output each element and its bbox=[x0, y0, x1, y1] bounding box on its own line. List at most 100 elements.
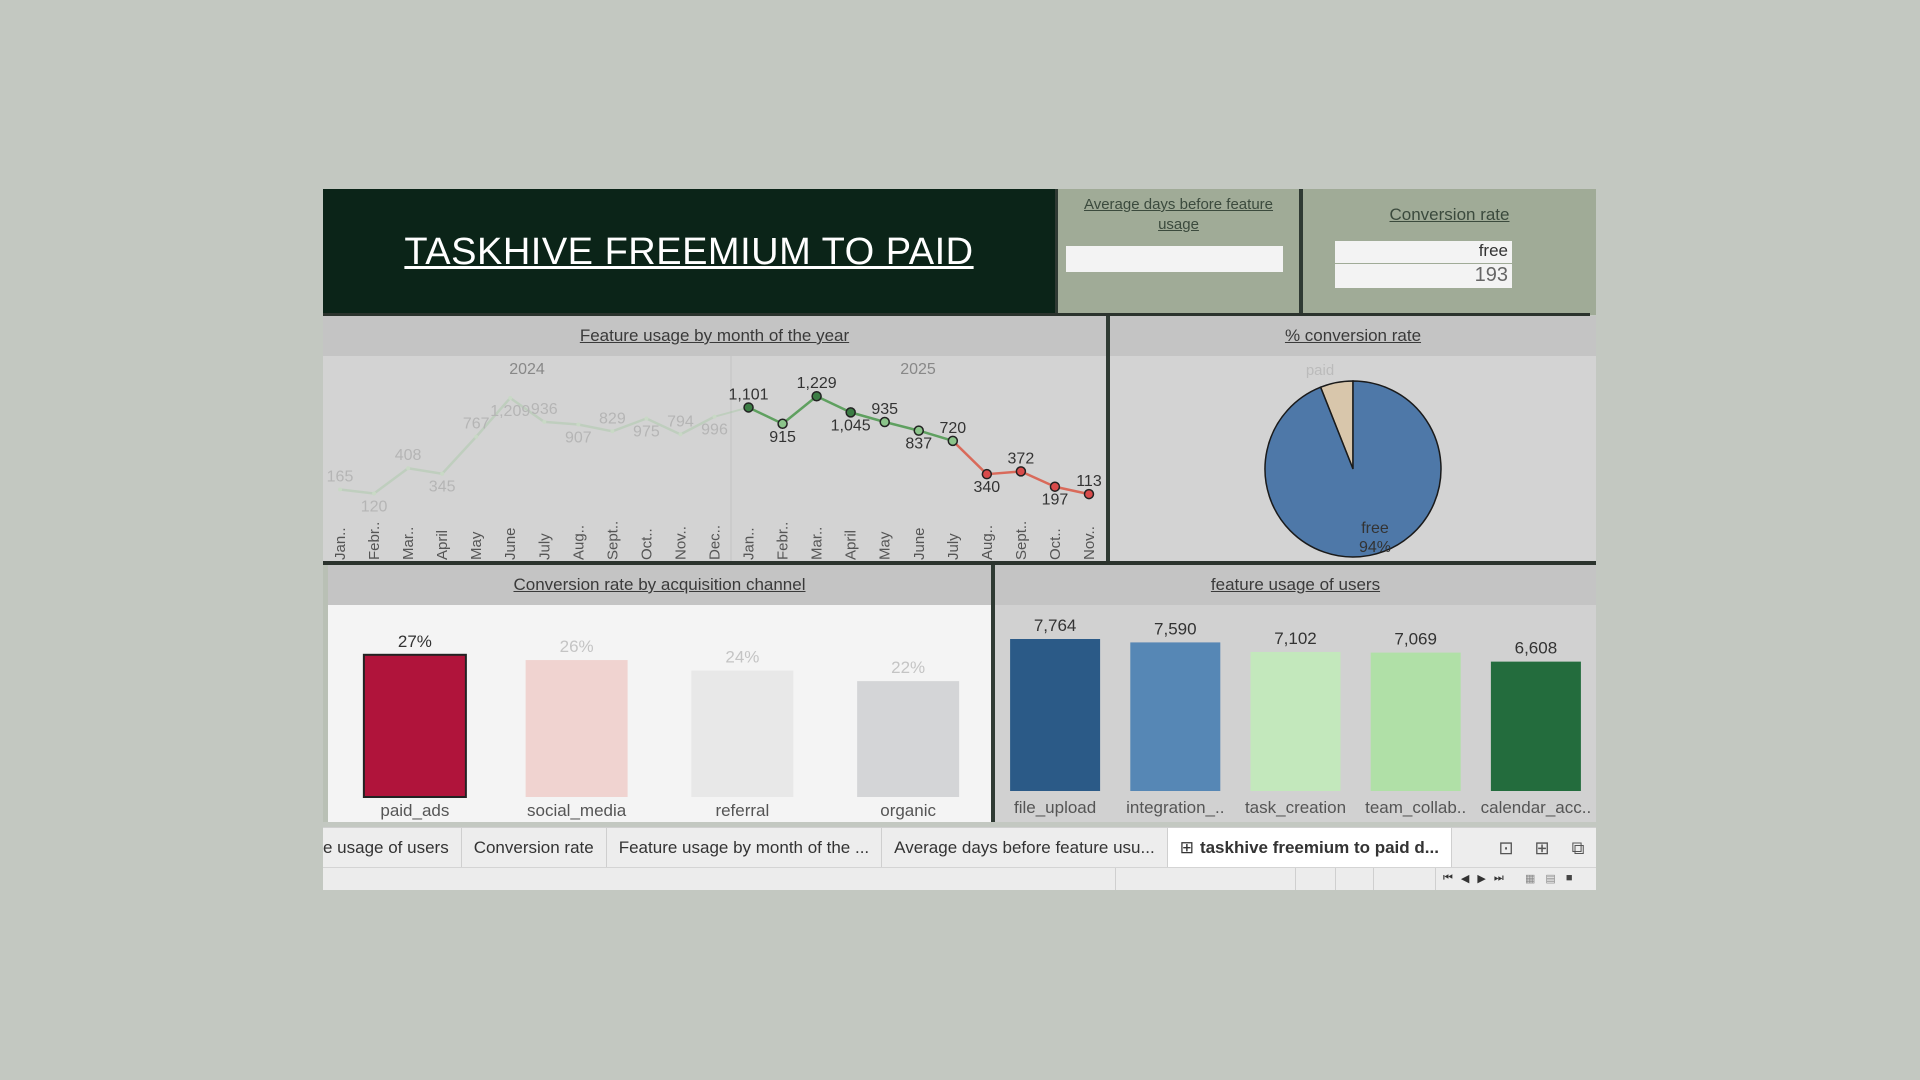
tab-label: taskhive freemium to paid d... bbox=[1199, 838, 1439, 857]
data-point bbox=[845, 407, 856, 418]
year-label: 2025 bbox=[900, 361, 936, 378]
middle-separator bbox=[323, 561, 1596, 565]
month-tick-label: Mar.. bbox=[400, 527, 417, 560]
feature-bar-panel: feature usage of users 7,764 file_upload 7… bbox=[995, 565, 1596, 822]
kpi-avg-days-value-box bbox=[1066, 246, 1283, 272]
new-worksheet-icon[interactable]: ⊡ bbox=[1498, 837, 1514, 858]
series-line-segment bbox=[679, 415, 716, 436]
data-point bbox=[576, 422, 581, 427]
data-label: 794 bbox=[667, 413, 694, 430]
series-line-segment bbox=[509, 396, 546, 423]
month-tick-label: Febr.. bbox=[775, 522, 792, 560]
dashboard-grid-icon: ⊞ bbox=[1179, 838, 1194, 857]
bar-category-label: calendar_acc.. bbox=[1481, 798, 1592, 817]
tab-label: Average days before feature usu... bbox=[894, 838, 1155, 857]
series-line-segment bbox=[918, 429, 954, 443]
feature-bar-title: feature usage of users bbox=[995, 565, 1596, 605]
data-label: 1,209 bbox=[490, 403, 530, 420]
series-line-segment bbox=[986, 470, 1021, 476]
month-tick-label: July bbox=[945, 533, 962, 560]
series-line-segment bbox=[475, 397, 512, 438]
tab-label: Conversion rate bbox=[473, 838, 594, 857]
data-label: 120 bbox=[361, 498, 388, 515]
month-tick-label: May bbox=[877, 531, 894, 560]
month-tick-label: May bbox=[468, 531, 485, 560]
previous-sheet-icon[interactable]: ◀ bbox=[1460, 873, 1470, 885]
data-point bbox=[338, 487, 343, 492]
data-label: 915 bbox=[769, 429, 796, 446]
kpi-conversion-value: 193 bbox=[1335, 264, 1512, 288]
month-tick-label: Oct.. bbox=[1047, 528, 1064, 560]
series-line-segment bbox=[781, 395, 818, 425]
data-label: 837 bbox=[905, 436, 932, 453]
filmstrip-view-icon[interactable]: ▤ bbox=[1545, 873, 1556, 885]
data-label: 113 bbox=[1076, 473, 1102, 490]
tabs-view-icon[interactable]: ■ bbox=[1565, 872, 1573, 884]
line-chart-panel: Feature usage by month of the year 2024 2… bbox=[323, 316, 1110, 563]
tab-feature-usage-by-month[interactable]: Feature usage by month of the ... bbox=[607, 828, 883, 868]
channel-bar-chart: 27% paid_ads 26% social_media 24% referral 22%… bbox=[362, 632, 960, 820]
first-sheet-icon[interactable]: ⏮ bbox=[1443, 872, 1453, 884]
data-point bbox=[1083, 488, 1095, 500]
tab-taskhive-dashboard[interactable]: ⊞ taskhive freemium to paid d... bbox=[1167, 828, 1452, 868]
next-sheet-icon[interactable]: ▶ bbox=[1477, 873, 1486, 885]
series-line-segment bbox=[1020, 470, 1056, 488]
tab-label: Feature usage by month of the ... bbox=[618, 838, 870, 857]
bar-task_creation bbox=[1250, 651, 1341, 791]
data-point bbox=[1015, 466, 1027, 477]
channel-bar-panel: Conversion rate by acquisition channel 2… bbox=[323, 565, 995, 822]
bar-integration_ bbox=[1130, 642, 1221, 791]
month-tick-label: Dec.. bbox=[707, 525, 724, 560]
bar-file_upload bbox=[1010, 639, 1101, 791]
kpi-conversion-category: free bbox=[1335, 241, 1512, 263]
data-label: 408 bbox=[395, 447, 422, 464]
bar-value-label: 7,590 bbox=[1154, 619, 1197, 638]
series-line-segment bbox=[373, 467, 409, 495]
pie-slice-free bbox=[1264, 380, 1442, 558]
last-sheet-icon[interactable]: ⏭ bbox=[1493, 872, 1504, 884]
series-line-segment bbox=[544, 420, 579, 426]
tab-average-days[interactable]: Average days before feature usu... bbox=[882, 828, 1168, 868]
status-bar: ⏮ ◀ ▶ ⏭ ▦ ▤ ■ bbox=[323, 867, 1596, 890]
data-point bbox=[743, 402, 754, 413]
series-line-segment bbox=[407, 466, 443, 475]
bar-value-label: 27% bbox=[398, 632, 432, 651]
bar-value-label: 26% bbox=[560, 637, 594, 656]
series-line-segment bbox=[578, 423, 613, 433]
data-point bbox=[644, 416, 649, 421]
data-point bbox=[372, 491, 377, 496]
tab-conversion-rate[interactable]: Conversion rate bbox=[462, 828, 607, 868]
kpi-avg-days-panel: Average days before feature usage bbox=[1058, 189, 1303, 315]
month-tick-label: Jan.. bbox=[332, 527, 349, 560]
data-label: 935 bbox=[871, 401, 898, 418]
grid-view-icon[interactable]: ▦ bbox=[1525, 873, 1536, 885]
month-tick-label: Nov.. bbox=[672, 526, 689, 560]
data-label: 720 bbox=[939, 420, 966, 437]
data-label: 996 bbox=[701, 422, 728, 439]
tab-feature-usage-of-users[interactable]: e usage of users bbox=[323, 828, 462, 868]
bar-value-label: 7,764 bbox=[1034, 616, 1077, 635]
data-point bbox=[508, 395, 513, 400]
new-dashboard-icon[interactable]: ⊞ bbox=[1534, 837, 1550, 858]
series-line-segment bbox=[816, 395, 852, 414]
status-divider bbox=[1373, 868, 1374, 890]
data-point bbox=[777, 418, 788, 430]
line-plot-background bbox=[323, 356, 1106, 563]
data-point bbox=[542, 419, 547, 424]
bar-team_collab bbox=[1370, 652, 1461, 791]
bar-category-label: task_creation bbox=[1245, 798, 1346, 817]
series-line-segment bbox=[441, 435, 478, 475]
month-tick-label: Aug.. bbox=[570, 525, 587, 560]
data-label: 829 bbox=[599, 410, 626, 427]
bar-category-label: file_upload bbox=[1014, 798, 1096, 817]
status-divider bbox=[1115, 868, 1116, 890]
status-divider bbox=[1335, 868, 1336, 890]
data-label: 345 bbox=[429, 479, 456, 496]
pie-chart-title: % conversion rate bbox=[1110, 316, 1596, 356]
data-point bbox=[712, 414, 717, 419]
bar-value-label: 22% bbox=[891, 658, 925, 677]
new-story-icon[interactable]: ⧉ bbox=[1571, 837, 1585, 858]
bar-paid_ads bbox=[362, 653, 467, 798]
kpi-conversion-panel: Conversion rate free 193 bbox=[1303, 189, 1596, 315]
bar-value-label: 6,608 bbox=[1515, 639, 1558, 658]
